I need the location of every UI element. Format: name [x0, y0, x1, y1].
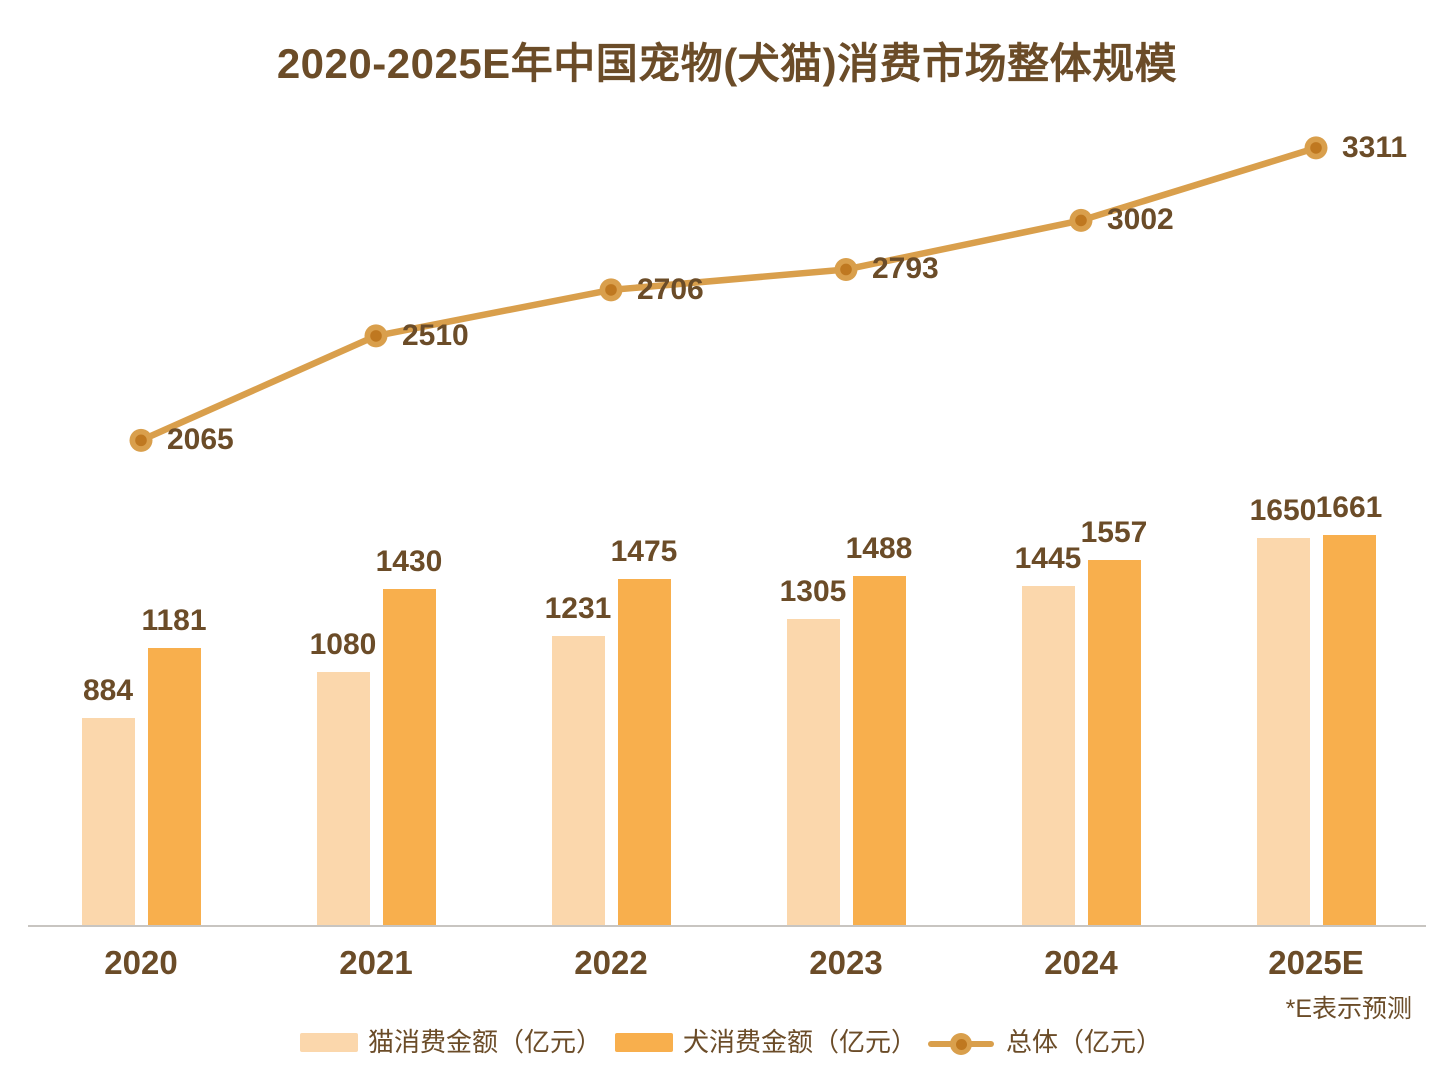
x-axis-label: 2020	[104, 944, 178, 981]
x-axis-label: 2021	[339, 944, 413, 981]
line-marker-center	[1075, 214, 1087, 227]
line-marker-center	[840, 263, 852, 276]
bar-value-label: 1661	[1315, 491, 1383, 525]
dog-bar	[853, 575, 906, 925]
dog-bar	[1088, 559, 1141, 925]
total-legend-marker-center	[955, 1038, 967, 1050]
line-value-label: 2065	[167, 423, 234, 457]
dog-legend-label: 犬消费金额（亿元）	[683, 1027, 918, 1057]
dog-legend-swatch	[615, 1033, 673, 1052]
line-marker-center	[135, 434, 147, 447]
line-marker-center	[1310, 142, 1322, 154]
bar-value-label: 1430	[375, 545, 443, 579]
cat-bar	[1257, 537, 1310, 925]
cat-bar	[787, 618, 840, 925]
total-legend-label: 总体（亿元）	[1006, 1027, 1163, 1057]
cat-legend-swatch	[300, 1033, 358, 1052]
bar-value-label: 884	[82, 673, 134, 707]
bar-value-label: 1080	[309, 627, 377, 661]
line-marker-center	[370, 330, 382, 342]
dog-bar	[618, 578, 671, 925]
cat-bar	[1022, 585, 1075, 925]
bar-value-label: 1557	[1080, 515, 1148, 549]
bar-value-label: 1181	[141, 603, 207, 637]
cat-bar	[317, 671, 370, 925]
x-axis-label: 2024	[1044, 944, 1118, 981]
bar-value-label: 1650	[1249, 493, 1317, 527]
bar-value-label: 1475	[610, 534, 678, 568]
bar-value-label: 1231	[544, 592, 612, 626]
dog-bar	[1323, 535, 1376, 925]
cat-bar	[82, 717, 135, 925]
line-value-label: 3002	[1107, 203, 1174, 237]
line-value-label: 2510	[402, 318, 469, 352]
forecast-footnote: *E表示预测	[1285, 995, 1412, 1023]
line-value-label: 2706	[637, 272, 704, 306]
x-axis-label: 2023	[809, 944, 883, 981]
cat-bar	[552, 636, 605, 925]
bar-value-label: 1488	[845, 531, 913, 565]
x-axis-label: 2022	[574, 944, 648, 981]
legend: 猫消费金额（亿元） 犬消费金额（亿元） 总体（亿元）	[0, 1024, 1454, 1068]
line-value-label: 3311	[1342, 130, 1408, 164]
dog-bar	[383, 589, 436, 925]
chart-title: 2020-2025E年中国宠物(犬猫)消费市场整体规模	[276, 40, 1178, 87]
total-line	[137, 144, 1320, 444]
x-axis-label: 2025E	[1268, 944, 1364, 981]
bar-value-label: 1305	[779, 574, 847, 608]
line-marker-center	[605, 284, 617, 296]
cat-legend-label: 猫消费金额（亿元）	[368, 1027, 603, 1057]
bar-value-label: 1445	[1014, 541, 1082, 575]
dog-bar	[148, 647, 201, 925]
line-value-label: 2793	[872, 252, 939, 286]
x-axis-line	[28, 925, 1426, 927]
